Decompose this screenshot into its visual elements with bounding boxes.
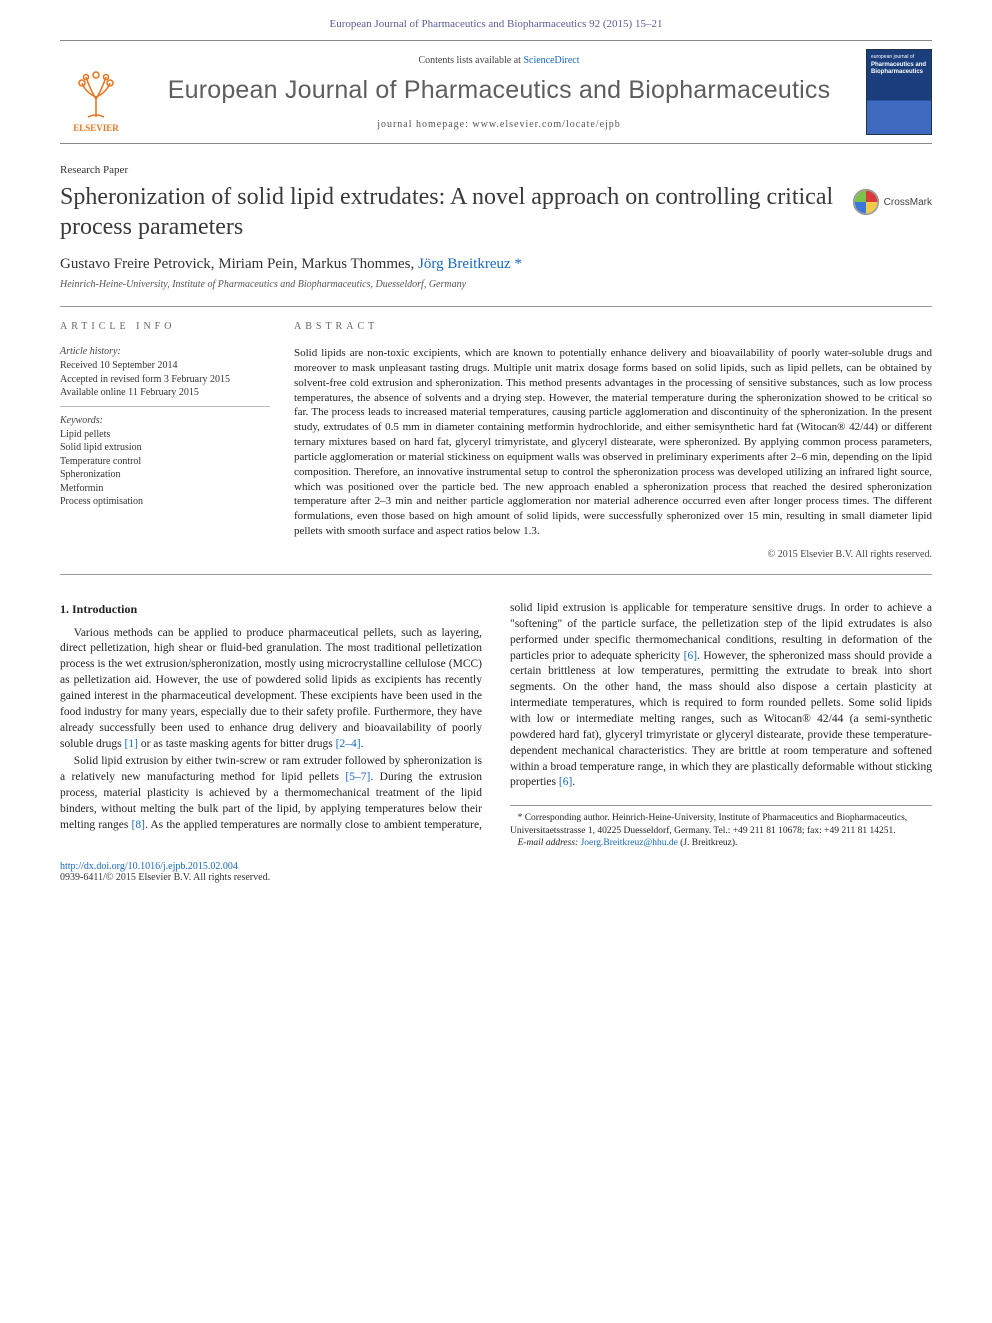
running-header: European Journal of Pharmaceutics and Bi…	[0, 0, 992, 40]
kw-1: Lipid pellets	[60, 428, 270, 442]
doi-link[interactable]: http://dx.doi.org/10.1016/j.ejpb.2015.02…	[60, 861, 238, 872]
citation-text: European Journal of Pharmaceutics and Bi…	[330, 18, 663, 30]
crossmark-badge[interactable]: CrossMark	[852, 182, 932, 216]
corr-footnote: * Corresponding author. Heinrich-Heine-U…	[510, 812, 932, 837]
page-footer: http://dx.doi.org/10.1016/j.ejpb.2015.02…	[60, 861, 932, 883]
kw-5: Metformin	[60, 482, 270, 496]
kw-3: Temperature control	[60, 455, 270, 469]
elsevier-logo: ELSEVIER	[60, 51, 132, 133]
email-link[interactable]: Joerg.Breitkreuz@hhu.de	[581, 838, 678, 848]
kw-6: Process optimisation	[60, 495, 270, 509]
masthead-center: Contents lists available at ScienceDirec…	[146, 55, 852, 130]
cite-6a[interactable]: [6]	[684, 650, 697, 662]
abstract-text: Solid lipids are non-toxic excipients, w…	[294, 346, 932, 539]
history-1: Received 10 September 2014	[60, 359, 270, 373]
elsevier-tree-icon	[68, 67, 124, 123]
cite-8[interactable]: [8]	[132, 819, 145, 831]
body-columns: 1. Introduction Various methods can be a…	[60, 601, 932, 849]
corresponding-author-link[interactable]: Jörg Breitkreuz	[418, 256, 511, 272]
history-2: Accepted in revised form 3 February 2015	[60, 373, 270, 387]
body-p1: Various methods can be applied to produc…	[60, 626, 482, 753]
abstract-rule	[60, 574, 932, 575]
footnote-block: * Corresponding author. Heinrich-Heine-U…	[510, 805, 932, 849]
info-heading: ARTICLE INFO	[60, 321, 270, 332]
abstract-col: ABSTRACT Solid lipids are non-toxic exci…	[294, 321, 932, 560]
abstract-heading: ABSTRACT	[294, 321, 932, 332]
cite-1[interactable]: [1]	[125, 738, 138, 750]
journal-name: European Journal of Pharmaceutics and Bi…	[146, 76, 852, 105]
journal-homepage: journal homepage: www.elsevier.com/locat…	[146, 119, 852, 130]
section-1-heading: 1. Introduction	[60, 601, 482, 618]
crossmark-icon	[852, 188, 880, 216]
email-footnote: E-mail address: Joerg.Breitkreuz@hhu.de …	[510, 837, 932, 849]
cite-2-4[interactable]: [2–4]	[336, 738, 361, 750]
corr-asterisk[interactable]: *	[514, 256, 522, 272]
authors-line: Gustavo Freire Petrovick, Miriam Pein, M…	[60, 256, 932, 273]
issn-line: 0939-6411/© 2015 Elsevier B.V. All right…	[60, 872, 932, 883]
history-3: Available online 11 February 2015	[60, 386, 270, 400]
crossmark-label: CrossMark	[884, 197, 932, 208]
cite-6b[interactable]: [6]	[559, 776, 572, 788]
kw-4: Spheronization	[60, 468, 270, 482]
cite-5-7[interactable]: [5–7]	[345, 771, 370, 783]
keywords-label: Keywords:	[60, 415, 270, 426]
article-info-col: ARTICLE INFO Article history: Received 1…	[60, 321, 270, 560]
article-title: Spheronization of solid lipid extrudates…	[60, 182, 834, 242]
history-label: Article history:	[60, 346, 270, 357]
affiliation: Heinrich-Heine-University, Institute of …	[60, 279, 932, 290]
abstract-copyright: © 2015 Elsevier B.V. All rights reserved…	[294, 549, 932, 560]
sciencedirect-link[interactable]: ScienceDirect	[523, 55, 579, 66]
journal-cover-thumb: european journal of Pharmaceutics and Bi…	[866, 49, 932, 135]
elsevier-label: ELSEVIER	[73, 123, 119, 133]
article-type: Research Paper	[60, 164, 932, 176]
journal-masthead: ELSEVIER Contents lists available at Sci…	[60, 40, 932, 144]
kw-2: Solid lipid extrusion	[60, 441, 270, 455]
contents-line: Contents lists available at ScienceDirec…	[146, 55, 852, 66]
